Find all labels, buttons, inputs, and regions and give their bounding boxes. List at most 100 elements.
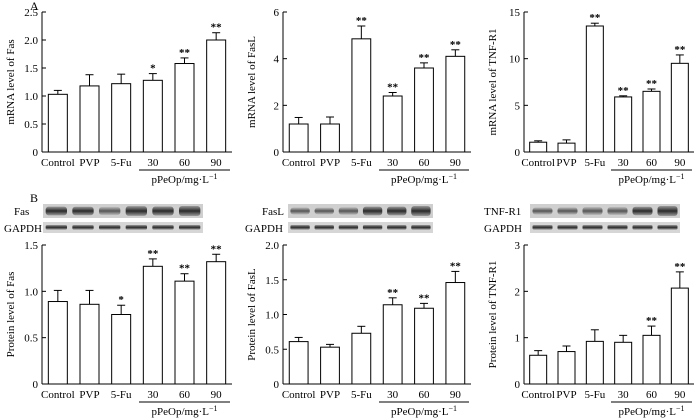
protein-band xyxy=(557,207,578,215)
bar xyxy=(320,346,340,385)
x-tick-label: PVP xyxy=(556,157,576,169)
x-tick-label: 90 xyxy=(450,157,462,169)
protein-band xyxy=(411,206,431,216)
x-tick-label: 5-Fu xyxy=(111,157,132,169)
chart-protein-tnfr1: 0 1 2 3 Protein level of TNF-R1 Control PVP 5-F… xyxy=(487,240,694,418)
y-tick-label: 5 xyxy=(515,100,521,112)
bar xyxy=(557,142,576,153)
group-label: pPeOp/mg·L−1 xyxy=(391,172,457,187)
protein-band xyxy=(314,207,334,215)
blot-tnfr1-bands xyxy=(532,206,678,230)
bar xyxy=(47,93,68,153)
gapdh-band xyxy=(607,225,628,230)
gapdh-band xyxy=(362,225,383,230)
y-tick-label: 0 xyxy=(515,147,521,159)
blot-label-fasl: FasL xyxy=(262,206,284,218)
y-tick-label: 0.5 xyxy=(265,344,279,356)
gapdh-band xyxy=(411,225,431,230)
bar xyxy=(206,39,227,153)
gapdh-band xyxy=(657,225,678,230)
bar xyxy=(445,282,466,385)
x-tick-label: PVP xyxy=(79,389,99,401)
panel-label-a: A xyxy=(30,0,39,13)
x-tick-label: 5-Fu xyxy=(584,389,605,401)
y-tick-label: 1.0 xyxy=(24,286,38,298)
bar xyxy=(351,38,372,153)
protein-band xyxy=(125,206,147,216)
significance-mark: ** xyxy=(179,47,191,59)
x-tick-label: 90 xyxy=(674,157,686,169)
bar xyxy=(79,303,100,385)
x-tick-label: 60 xyxy=(419,389,431,401)
blot-label-tnfr1: TNF-R1 xyxy=(484,206,521,218)
group-label: pPeOp/mg·L−1 xyxy=(152,404,218,419)
bar xyxy=(382,304,403,385)
protein-band xyxy=(607,207,628,215)
chart-protein-fas: 0 0.5 1.0 1.5 Protein level of Fas Control PVP… xyxy=(5,240,232,418)
y-tick-label: 0 xyxy=(274,379,280,391)
significance-mark: ** xyxy=(589,12,601,24)
protein-band xyxy=(179,206,201,216)
x-tick-label: Control xyxy=(282,389,316,401)
blot-label-gapdh-1: GAPDH xyxy=(4,223,42,235)
y-tick-label: 0 xyxy=(33,147,39,159)
blot-tnfr1: TNF-R1 GAPDH xyxy=(484,204,680,235)
gapdh-band xyxy=(338,225,359,230)
gapdh-band xyxy=(290,225,310,230)
x-tick-label: Control xyxy=(521,389,555,401)
x-tick-label: PVP xyxy=(320,157,340,169)
gapdh-band xyxy=(632,225,653,230)
bar xyxy=(529,141,548,153)
x-tick-label: PVP xyxy=(556,389,576,401)
x-tick-label: 30 xyxy=(387,157,399,169)
bar xyxy=(288,123,309,153)
y-tick-label: 1.0 xyxy=(265,310,279,322)
bar xyxy=(111,83,132,153)
significance-mark: * xyxy=(150,63,156,75)
x-tick-label: Control xyxy=(282,157,316,169)
bar xyxy=(585,25,604,153)
bar xyxy=(445,55,466,153)
gapdh-band xyxy=(557,225,578,230)
x-tick-label: Control xyxy=(521,157,555,169)
y-axis-label: Protein level of Fas xyxy=(5,272,17,358)
gapdh-band xyxy=(125,225,147,230)
bar xyxy=(174,280,195,385)
significance-mark: ** xyxy=(387,287,399,299)
x-tick-label: 5-Fu xyxy=(351,389,372,401)
protein-band xyxy=(99,206,121,216)
bar xyxy=(614,341,633,385)
y-axis-label: Protein level of FasL xyxy=(246,268,258,361)
significance-mark: ** xyxy=(211,22,223,34)
x-tick-label: 30 xyxy=(618,389,630,401)
y-tick-label: 0 xyxy=(274,147,280,159)
blot-fasl: FasL GAPDH xyxy=(245,204,433,235)
blot-fasl-bands xyxy=(290,206,431,230)
panel-label-b: B xyxy=(30,191,38,205)
y-tick-label: 0 xyxy=(515,379,521,391)
group-label-sup: −1 xyxy=(448,172,457,181)
gapdh-band xyxy=(45,225,67,230)
blot-fas: Fas GAPDH xyxy=(4,204,203,235)
bar xyxy=(529,354,548,385)
bar xyxy=(382,95,403,153)
gapdh-band xyxy=(582,225,603,230)
y-axis-label: mRNA level of Fas xyxy=(5,39,17,124)
x-tick-label: 90 xyxy=(211,389,223,401)
bar xyxy=(585,340,604,385)
y-tick-label: 1.5 xyxy=(265,275,279,287)
protein-band xyxy=(387,206,407,216)
significance-mark: ** xyxy=(356,15,368,27)
y-axis-label: Protein level of TNF-R1 xyxy=(487,261,499,369)
bar xyxy=(642,334,661,385)
blot-label-gapdh-2: GAPDH xyxy=(245,223,283,235)
x-tick-label: 30 xyxy=(147,389,159,401)
y-tick-label: 2.5 xyxy=(24,7,38,19)
group-label-sup: −1 xyxy=(209,172,218,181)
bar xyxy=(320,123,340,153)
y-tick-label: 0.5 xyxy=(24,333,38,345)
x-tick-label: 60 xyxy=(179,157,191,169)
chart-mrna-tnfr1: 0 5 10 15 mRNA level of TNF-R1 Control PVP ** 5-… xyxy=(487,7,694,186)
y-tick-label: 15 xyxy=(509,7,521,19)
significance-mark: ** xyxy=(419,292,431,304)
